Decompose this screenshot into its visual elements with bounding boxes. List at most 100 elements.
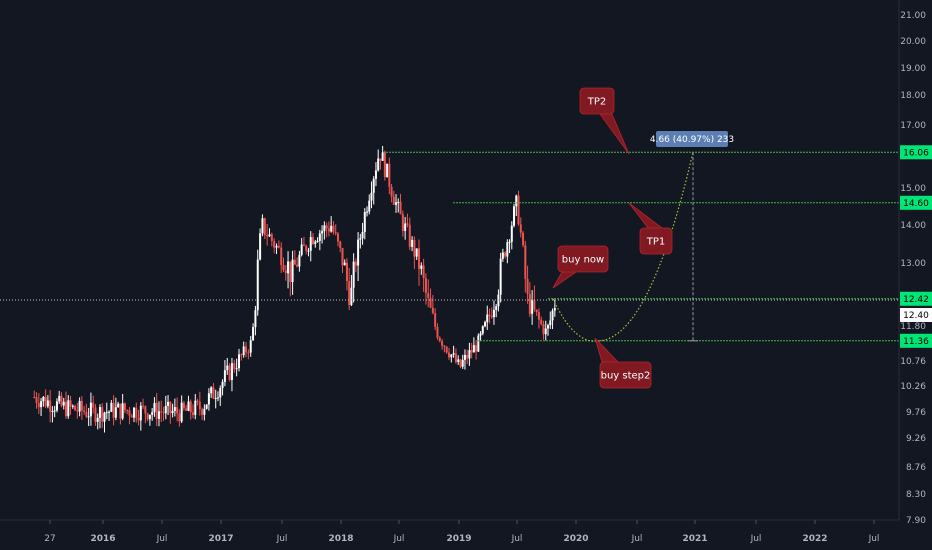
callout-tp1[interactable]: TP1 (628, 202, 673, 255)
candle-body (339, 241, 342, 248)
price-tick-label: 8.30 (906, 490, 926, 500)
candle-body (157, 411, 160, 419)
candle-body (522, 232, 525, 246)
candle-body (259, 233, 262, 260)
candle-body (103, 412, 106, 422)
time-tick-label: Jul (393, 534, 405, 544)
time-tick-label: 2018 (328, 534, 353, 544)
time-tick-label: Jul (156, 534, 168, 544)
candle-body (309, 237, 312, 251)
time-tick-label: Jul (868, 534, 880, 544)
candle-body (151, 412, 154, 415)
candle-body (153, 402, 156, 413)
candle-body (53, 410, 56, 412)
candle-body (74, 405, 77, 411)
candle-body (343, 262, 346, 266)
candle-body (316, 240, 319, 242)
time-tick-label: Jul (631, 534, 643, 544)
time-tick-label: Jul (511, 534, 523, 544)
candle-body (282, 264, 285, 271)
price-tag-box (900, 333, 932, 348)
candle-body (466, 354, 469, 359)
candle-body (513, 206, 516, 226)
candle-body (383, 152, 386, 178)
candle-body (517, 195, 520, 225)
candle-body (49, 400, 52, 412)
candle-body (33, 396, 36, 398)
candle-body (121, 403, 124, 419)
candle-body (42, 396, 45, 402)
candle-body (249, 340, 252, 353)
callouts-layer: TP2 TP1 buy now buy step2 (552, 87, 673, 389)
candle-body (386, 163, 389, 178)
callout-text: buy step2 (601, 371, 651, 382)
candle-body (37, 403, 40, 408)
candle-body (401, 214, 404, 231)
price-tick-label: 10.26 (900, 382, 926, 392)
candle-body (205, 404, 208, 409)
candle-body (126, 410, 129, 412)
candle-body (242, 346, 245, 356)
candle-body (427, 293, 430, 299)
candle-body (535, 309, 538, 313)
candle-body (300, 244, 303, 255)
time-tick-label: 2019 (446, 534, 471, 544)
candle-body (506, 242, 509, 257)
candle-body (185, 408, 188, 411)
candle-body (67, 400, 70, 417)
candle-body (123, 403, 126, 411)
candle-body (108, 411, 111, 413)
candle-body (325, 225, 328, 229)
candle-body (495, 306, 498, 310)
candle-body (40, 401, 43, 408)
candle-body (499, 258, 502, 295)
candle-body (119, 403, 122, 419)
candle-body (424, 278, 427, 294)
candle-body (450, 354, 453, 358)
price-tag: 16.06 (900, 145, 932, 160)
price-tick-label: 7.90 (906, 516, 926, 526)
callout-box (557, 245, 609, 273)
measure-label: 4.66 (40.97%) 233 (650, 131, 734, 147)
candle-body (540, 319, 543, 324)
candle-body (235, 368, 238, 370)
candle-body (395, 202, 398, 205)
candle-body (544, 328, 547, 335)
time-tick-label: 2022 (802, 534, 827, 544)
candle-body (291, 259, 294, 282)
candle-body (256, 259, 259, 311)
candle-body (443, 345, 446, 347)
candle-body (194, 400, 197, 415)
callout-buy-step2[interactable]: buy step2 (594, 337, 652, 389)
price-tick-label: 11.80 (900, 322, 926, 332)
candle-body (80, 400, 83, 411)
callout-tp2[interactable]: TP2 (579, 87, 630, 155)
candle-body (307, 250, 310, 252)
candle-body (551, 310, 554, 321)
candle-body (354, 261, 357, 266)
candle-body (519, 224, 522, 233)
candle-body (537, 312, 540, 320)
price-tag-text: 11.36 (903, 337, 929, 347)
candle-body (270, 234, 273, 241)
callout-text: buy now (562, 255, 604, 266)
candle-body (210, 387, 213, 394)
candle-body (62, 401, 65, 406)
candle-body (463, 354, 466, 360)
candle-body (379, 158, 382, 161)
candle-body (198, 401, 201, 410)
callout-text: TP2 (587, 97, 607, 108)
candle-body (470, 350, 473, 353)
candle-body (399, 201, 402, 215)
candle-body (71, 405, 74, 407)
candle-body (296, 264, 299, 267)
price-tick-label: 9.26 (906, 434, 926, 444)
callout-buy-now[interactable]: buy now (552, 245, 609, 289)
candle-body (479, 333, 482, 336)
time-axis[interactable]: 27 2016 Jul 2017 Jul 2018 Jul 2019 Jul 2020 Jul 202… (0, 519, 899, 544)
callout-box (579, 87, 615, 115)
candle-body (314, 241, 317, 245)
candle-body (277, 245, 280, 248)
candle-body (189, 401, 192, 413)
